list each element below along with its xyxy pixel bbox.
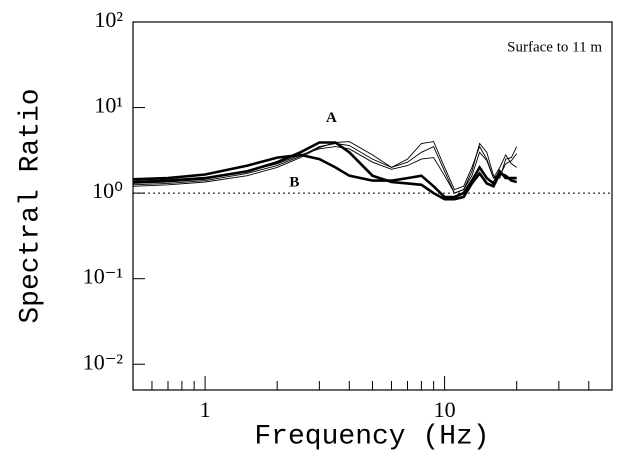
series-line xyxy=(132,141,518,201)
x-axis-label: Frequency (Hz) xyxy=(254,421,489,452)
series-label: B xyxy=(289,174,299,190)
series-label: A xyxy=(326,110,337,126)
series-line xyxy=(132,141,517,191)
x-tick-label: 10 xyxy=(434,397,456,422)
series-line xyxy=(132,153,517,199)
plot-frame xyxy=(132,21,613,391)
series-line xyxy=(132,146,518,194)
x-tick-label: 1 xyxy=(200,397,211,422)
series-line xyxy=(132,142,518,194)
y-axis-label: Spectral Ratio xyxy=(15,88,46,323)
y-tick-label: 10¹ xyxy=(94,93,123,118)
y-tick-label: 10⁻¹ xyxy=(83,264,123,289)
y-tick-label: 10² xyxy=(94,7,123,32)
annotation: Surface to 11 m xyxy=(507,39,602,55)
y-tick-label: 10⁰ xyxy=(92,178,123,203)
y-tick-label: 10⁻² xyxy=(83,349,124,374)
